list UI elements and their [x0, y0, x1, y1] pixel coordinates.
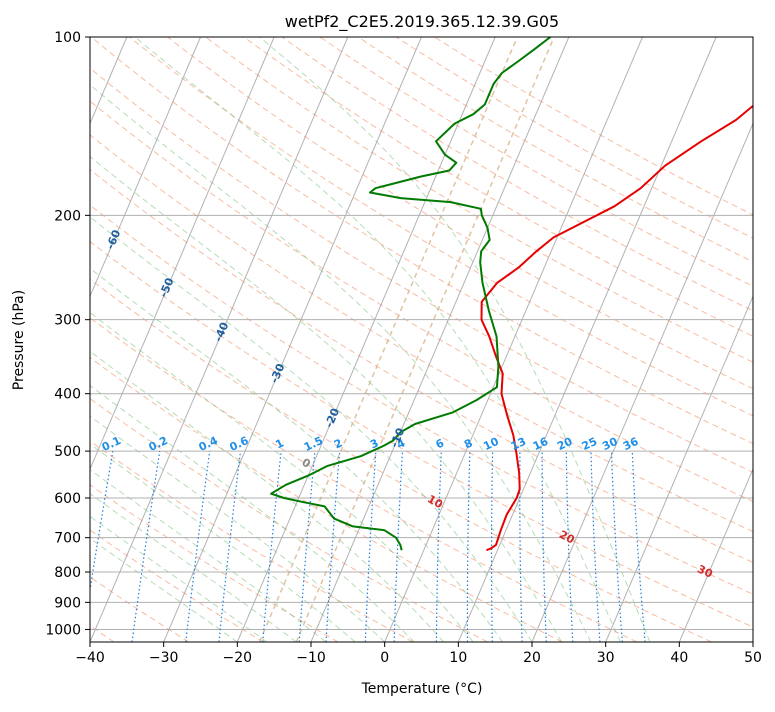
x-tick-label: −20 — [223, 650, 253, 666]
y-tick-label: 400 — [54, 387, 81, 403]
x-axis-label: Temperature (°C) — [361, 681, 483, 697]
x-tick-label: 20 — [523, 650, 541, 666]
y-tick-label: 600 — [54, 491, 81, 507]
y-axis-label: Pressure (hPa) — [11, 290, 27, 390]
x-tick-label: 30 — [597, 650, 615, 666]
x-tick-label: 40 — [670, 650, 688, 666]
x-tick-label: 50 — [744, 650, 762, 666]
y-tick-label: 900 — [54, 595, 81, 611]
y-tick-label: 800 — [54, 565, 81, 581]
y-tick-label: 500 — [54, 444, 81, 460]
x-tick-label: −10 — [296, 650, 326, 666]
x-tick-label: −40 — [75, 650, 105, 666]
y-tick-label: 100 — [54, 30, 81, 46]
y-tick-label: 700 — [54, 531, 81, 547]
x-tick-label: 10 — [449, 650, 467, 666]
x-tick-label: 0 — [380, 650, 389, 666]
y-tick-label: 200 — [54, 208, 81, 224]
y-tick-label: 1000 — [45, 622, 81, 638]
chart-title: wetPf2_C2E5.2019.365.12.39.G05 — [285, 12, 559, 32]
y-tick-label: 300 — [54, 313, 81, 329]
x-tick-label: −30 — [149, 650, 179, 666]
